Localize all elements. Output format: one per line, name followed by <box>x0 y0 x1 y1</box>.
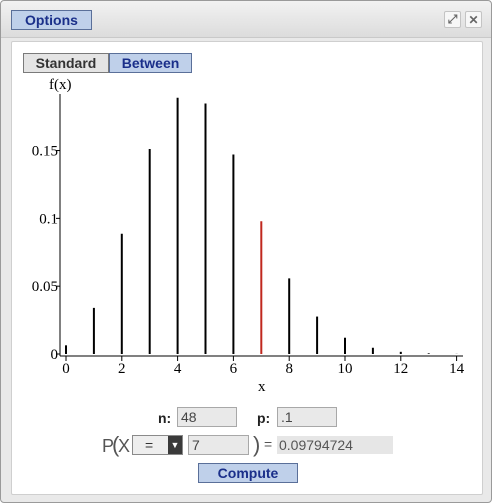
content-panel: Standard Between <box>11 41 483 495</box>
resize-icon[interactable]: ⤢ <box>444 11 461 28</box>
x-tick-label: 8 <box>285 361 293 377</box>
x-tick-label: 6 <box>230 361 238 377</box>
probability-prefix: P <box>102 436 115 456</box>
compute-button[interactable]: Compute <box>198 463 298 483</box>
y-tick-label: 0.05 <box>32 279 58 295</box>
operator-value: = <box>145 437 154 453</box>
options-button[interactable]: Options <box>11 10 92 30</box>
between-mode-button[interactable]: Between <box>109 53 192 73</box>
random-variable-label: X <box>118 436 131 456</box>
x-tick-label: 12 <box>393 361 408 377</box>
x-tick-label: 4 <box>174 361 182 377</box>
distribution-chart: f(x) x 0 0.05 0.1 0.15 0 2 4 6 8 10 12 14 <box>32 77 465 395</box>
p-input[interactable]: .1 <box>277 407 337 427</box>
x-tick-label: 14 <box>449 361 465 377</box>
y-tick-label: 0.15 <box>32 144 58 160</box>
open-paren: ( <box>112 432 120 457</box>
n-input[interactable]: 48 <box>177 407 237 427</box>
operator-select[interactable]: = ▼ <box>132 435 183 455</box>
title-bar: Options ⤢ ✕ <box>1 1 491 38</box>
y-axis-label: f(x) <box>49 77 72 93</box>
close-paren: ) <box>253 432 261 457</box>
y-tick-label: 0 <box>51 347 59 363</box>
p-label: p: <box>257 410 271 426</box>
chevron-down-icon[interactable]: ▼ <box>168 436 182 454</box>
close-icon[interactable]: ✕ <box>465 11 482 28</box>
probability-result: 0.09794724 <box>277 436 393 454</box>
x-axis-label: x <box>258 379 266 395</box>
x-value-input[interactable]: 7 <box>188 435 249 455</box>
x-tick-label: 0 <box>62 361 70 377</box>
x-tick-label: 10 <box>338 361 353 377</box>
standard-mode-button[interactable]: Standard <box>23 53 109 73</box>
y-tick-label: 0.1 <box>39 211 58 227</box>
equals-sign: = <box>264 436 273 452</box>
n-label: n: <box>158 410 172 426</box>
x-tick-label: 2 <box>118 361 126 377</box>
